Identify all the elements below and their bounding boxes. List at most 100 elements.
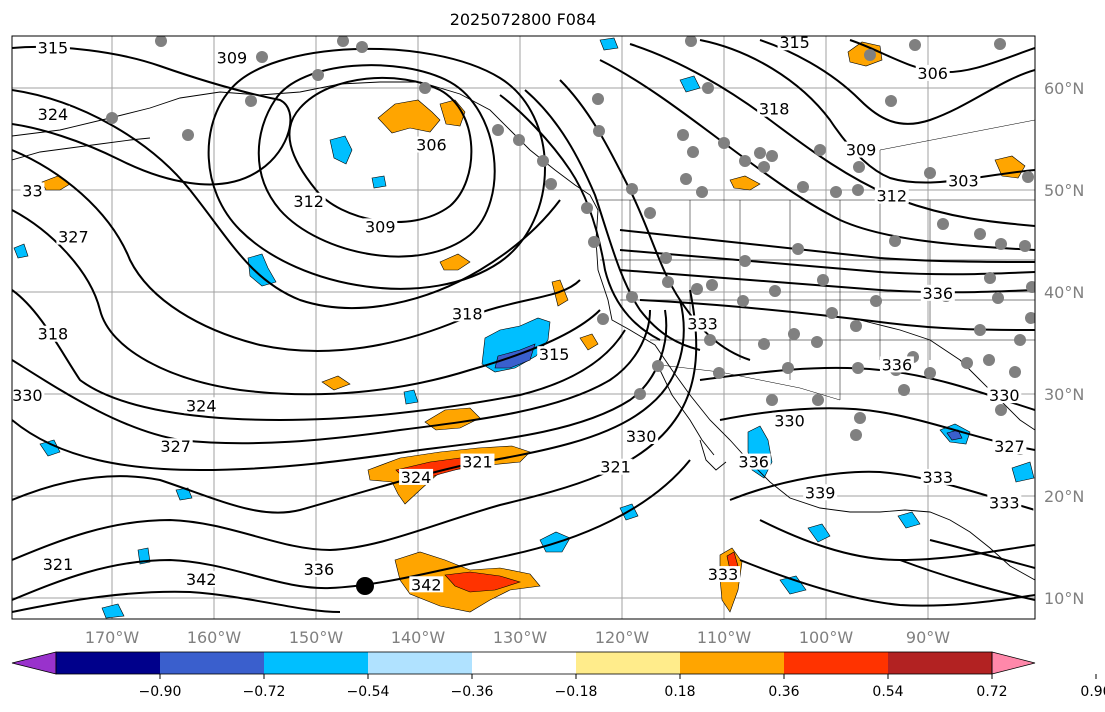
contour-label-bg <box>20 182 45 199</box>
lat-tick-50n: 50°N <box>1044 181 1084 200</box>
contour-label: 339 <box>805 483 836 502</box>
map-border <box>11 35 1036 620</box>
contour-label: 324 <box>38 105 69 124</box>
colorbar: −0.90 −0.72 −0.54 −0.36 −0.18 0.18 0.36 0.54 0.7… <box>11 651 1105 700</box>
contour-label-bg <box>987 494 1022 511</box>
colorbar-segment <box>680 652 785 674</box>
lat-tick-60n: 60°N <box>1044 79 1084 98</box>
colorbar-segment <box>160 652 265 674</box>
colorbar-segment <box>784 652 889 674</box>
contour-label-bg <box>35 39 70 56</box>
lon-tick-110w: 110°W <box>697 628 752 647</box>
contour-label-bg <box>414 136 449 153</box>
colorbar-tick-label: 0.90 <box>1080 684 1105 700</box>
chart-title: 2025072800 F084 <box>450 10 597 29</box>
contour-label-bg <box>301 560 336 577</box>
contour-label-bg <box>399 468 434 485</box>
contour-label-bg <box>184 571 219 588</box>
longitude-tick-labels: 170°W 160°W 150°W 140°W 130°W 120°W 110°… <box>85 628 950 647</box>
contour-label: 330 <box>989 386 1020 405</box>
contour-label: 324 <box>401 468 432 487</box>
contour-label-bg <box>1033 499 1035 516</box>
colorbar-tick-label: −0.36 <box>451 684 494 700</box>
colorbar-segment <box>888 652 993 674</box>
colorbar-segment <box>56 652 161 674</box>
contour-label-bg <box>35 325 70 342</box>
lon-tick-160w: 160°W <box>187 628 242 647</box>
contour-label: 321 <box>43 555 74 574</box>
contour-label: 315 <box>539 345 570 364</box>
contour-label: 333 <box>687 315 718 334</box>
gridlines <box>12 36 1035 619</box>
contour-label-bg <box>946 172 981 189</box>
contour-label-bg <box>214 49 249 66</box>
contour-label-bg <box>291 192 326 209</box>
contour-label: 327 <box>994 437 1025 456</box>
contour-label: 306 <box>416 136 447 155</box>
contour-label-bg <box>803 484 838 501</box>
contour-label: 309 <box>846 141 877 160</box>
lon-tick-130w: 130°W <box>493 628 548 647</box>
colorbar-tick-label: 0.36 <box>768 684 799 700</box>
contour-label: 327 <box>160 437 191 456</box>
contour-label: 342 <box>186 570 217 589</box>
contour-label-bg <box>537 346 572 363</box>
contour-label-bg <box>705 566 740 583</box>
contour-label-bg <box>874 187 909 204</box>
contour-label: 336 <box>304 560 335 579</box>
contour-label-bg <box>363 218 398 235</box>
contour-label: 330 <box>774 412 805 431</box>
contour-label: 318 <box>759 100 790 119</box>
contour-label-bg <box>915 64 950 81</box>
contour-label: 33 <box>22 182 42 201</box>
contour-label-bg <box>158 438 193 455</box>
contour-label-bg <box>56 228 91 245</box>
colorbar-segment <box>368 652 473 674</box>
contour-label-bg <box>41 555 76 572</box>
contour-label-bg <box>598 458 633 475</box>
lon-tick-120w: 120°W <box>595 628 650 647</box>
contour-label-bg <box>184 397 219 414</box>
contour-label: 321 <box>462 453 493 472</box>
contour-label: 315 <box>779 33 810 52</box>
station-markers <box>106 36 1035 455</box>
colorbar-tick-labels: −0.90 −0.72 −0.54 −0.36 −0.18 0.18 0.36 0.54 0.7… <box>139 674 1105 700</box>
contour-label: 336 <box>882 355 913 374</box>
contour-label: 306 <box>917 64 948 83</box>
contour-label: 303 <box>948 171 979 190</box>
contour-label: 312 <box>877 187 908 206</box>
lat-tick-20n: 20°N <box>1044 487 1084 506</box>
colorbar-extend-high <box>991 651 1036 675</box>
colorbar-frame <box>55 651 993 675</box>
colorbar-tick-label: 0.18 <box>664 684 695 700</box>
contour-label-bg <box>460 453 495 470</box>
contour-label-bg <box>772 412 807 429</box>
contour-label: 333 <box>923 468 954 487</box>
contour-label-bg <box>920 468 955 485</box>
contour-labels: 315 309 324 306 312 309 33 327 318 318 315 330 324 32… <box>12 33 1035 594</box>
contour-label-bg <box>987 387 1022 404</box>
lon-tick-170w: 170°W <box>85 628 140 647</box>
lat-tick-30n: 30°N <box>1044 385 1084 404</box>
contour-label: 342 <box>411 575 442 594</box>
contour-label-bg <box>624 428 659 445</box>
contour-label-bg <box>879 356 914 373</box>
contour-label: 330 <box>626 427 657 446</box>
colorbar-tick-label: −0.54 <box>347 684 390 700</box>
contour-label-bg <box>844 141 879 158</box>
contour-label: 309 <box>217 49 248 68</box>
colorbar-segment <box>576 652 681 674</box>
colorbar-segment <box>472 652 577 674</box>
contour-label: 309 <box>365 217 396 236</box>
colorbar-tick-label: −0.18 <box>555 684 598 700</box>
contour-label-bg <box>12 387 45 404</box>
colorbar-extend-low <box>11 651 57 675</box>
contour-label-bg <box>685 315 720 332</box>
contour-label-bg <box>920 284 955 301</box>
lon-tick-140w: 140°W <box>391 628 446 647</box>
colorbar-segment <box>264 652 369 674</box>
contour-label: 318 <box>38 325 69 344</box>
contour-label-bg <box>409 576 444 593</box>
lat-tick-10n: 10°N <box>1044 589 1084 608</box>
